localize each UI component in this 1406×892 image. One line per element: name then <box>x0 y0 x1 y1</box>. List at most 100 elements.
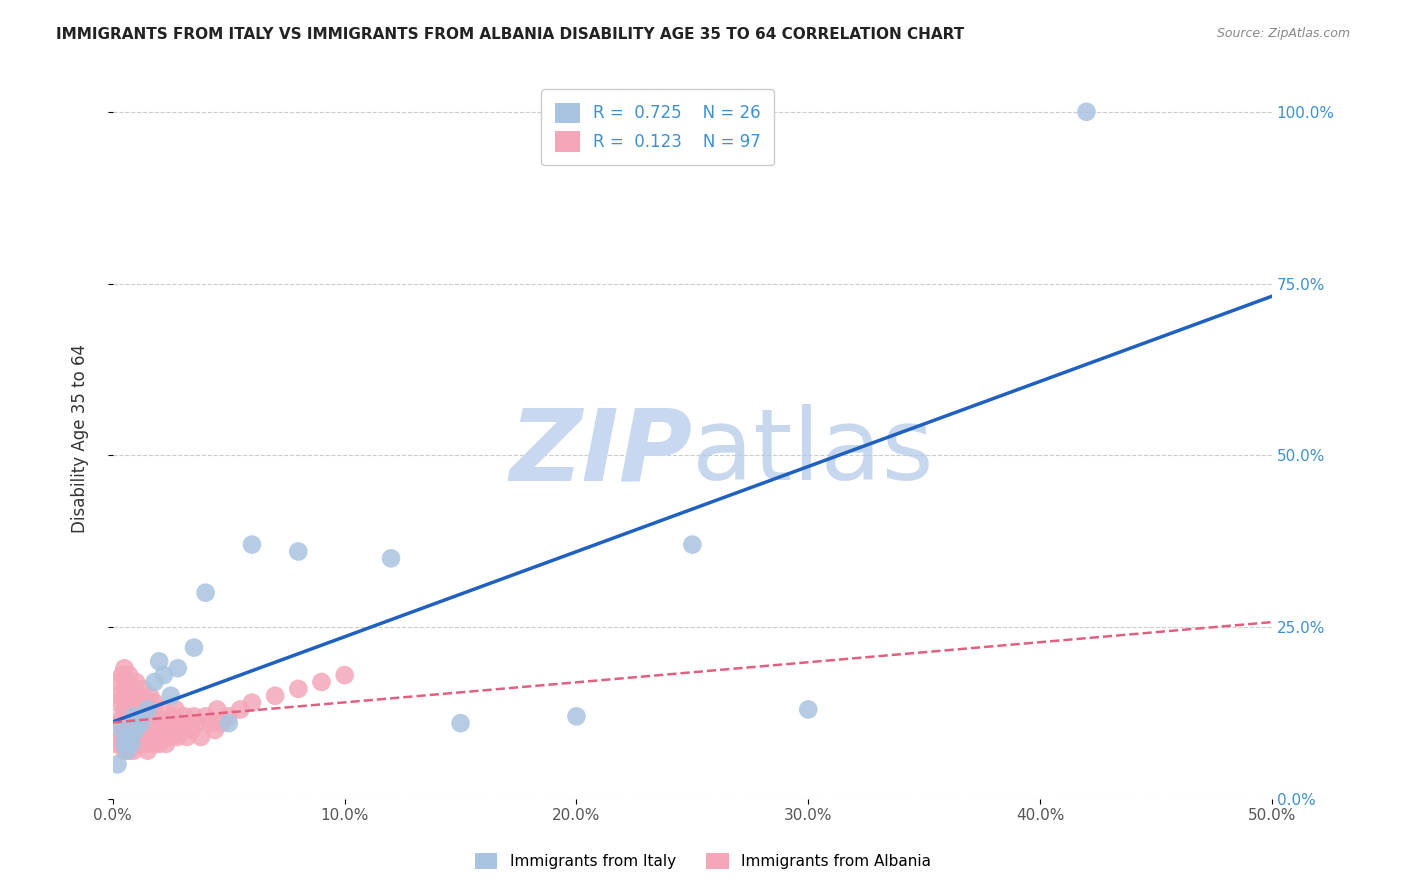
Point <box>122 681 145 696</box>
Point <box>120 696 142 710</box>
Point <box>143 696 166 710</box>
Point <box>114 681 136 696</box>
Point <box>157 716 180 731</box>
Point <box>176 730 198 744</box>
Point <box>172 723 194 737</box>
Point <box>125 675 148 690</box>
Point <box>132 737 155 751</box>
Point <box>136 744 159 758</box>
Point <box>115 675 138 690</box>
Point <box>211 716 233 731</box>
Point <box>127 689 149 703</box>
Point <box>122 709 145 723</box>
Point <box>565 709 588 723</box>
Point <box>148 737 170 751</box>
Point <box>183 709 205 723</box>
Point <box>797 702 820 716</box>
Point <box>129 716 152 731</box>
Point <box>125 716 148 731</box>
Point <box>240 696 263 710</box>
Point <box>450 716 472 731</box>
Point <box>107 696 129 710</box>
Point <box>136 737 159 751</box>
Point <box>190 730 212 744</box>
Point <box>148 716 170 731</box>
Point <box>120 737 142 751</box>
Point <box>205 702 228 716</box>
Point <box>122 744 145 758</box>
Point <box>186 716 208 731</box>
Text: IMMIGRANTS FROM ITALY VS IMMIGRANTS FROM ALBANIA DISABILITY AGE 35 TO 64 CORRELA: IMMIGRANTS FROM ITALY VS IMMIGRANTS FROM… <box>56 27 965 42</box>
Point <box>134 702 156 716</box>
Point <box>136 702 159 716</box>
Point <box>179 716 201 731</box>
Point <box>153 723 176 737</box>
Point <box>111 737 134 751</box>
Point <box>204 723 226 737</box>
Point <box>218 716 240 731</box>
Point <box>311 675 333 690</box>
Point <box>108 730 131 744</box>
Point <box>146 730 169 744</box>
Point <box>129 696 152 710</box>
Legend: Immigrants from Italy, Immigrants from Albania: Immigrants from Italy, Immigrants from A… <box>468 847 938 875</box>
Point <box>115 709 138 723</box>
Point <box>111 668 134 682</box>
Point <box>136 696 159 710</box>
Point <box>200 716 222 731</box>
Point <box>120 716 142 731</box>
Point <box>183 640 205 655</box>
Point <box>136 716 159 731</box>
Point <box>143 737 166 751</box>
Point <box>143 716 166 731</box>
Point <box>333 668 356 682</box>
Point <box>143 675 166 690</box>
Point <box>169 716 191 731</box>
Point <box>166 730 188 744</box>
Point <box>165 702 187 716</box>
Point <box>120 730 142 744</box>
Point <box>132 681 155 696</box>
Point <box>111 709 134 723</box>
Point <box>146 709 169 723</box>
Point <box>162 709 184 723</box>
Point <box>115 716 138 731</box>
Point <box>104 737 127 751</box>
Point <box>114 744 136 758</box>
Point <box>141 702 163 716</box>
Point <box>139 723 162 737</box>
Point <box>132 709 155 723</box>
Point <box>162 723 184 737</box>
Point <box>194 585 217 599</box>
Point <box>120 737 142 751</box>
Point <box>287 544 309 558</box>
Point <box>1076 104 1098 119</box>
Point <box>125 730 148 744</box>
Point <box>114 723 136 737</box>
Point <box>111 723 134 737</box>
Point <box>127 723 149 737</box>
Point <box>115 730 138 744</box>
Point <box>194 709 217 723</box>
Point <box>218 709 240 723</box>
Point <box>125 723 148 737</box>
Point <box>108 716 131 731</box>
Point <box>240 538 263 552</box>
Text: Source: ZipAtlas.com: Source: ZipAtlas.com <box>1216 27 1350 40</box>
Point <box>125 737 148 751</box>
Point <box>127 709 149 723</box>
Point <box>122 709 145 723</box>
Point <box>173 709 195 723</box>
Point <box>118 730 141 744</box>
Point <box>264 689 287 703</box>
Point <box>107 757 129 772</box>
Point <box>159 730 181 744</box>
Point <box>139 709 162 723</box>
Point <box>150 730 173 744</box>
Point <box>148 654 170 668</box>
Point <box>118 744 141 758</box>
Y-axis label: Disability Age 35 to 64: Disability Age 35 to 64 <box>72 343 89 533</box>
Point <box>115 696 138 710</box>
Point <box>129 716 152 731</box>
Point <box>153 668 176 682</box>
